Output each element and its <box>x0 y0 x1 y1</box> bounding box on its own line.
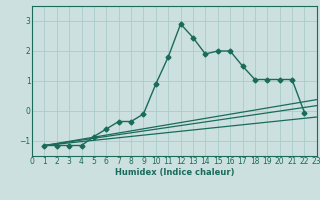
X-axis label: Humidex (Indice chaleur): Humidex (Indice chaleur) <box>115 168 234 177</box>
